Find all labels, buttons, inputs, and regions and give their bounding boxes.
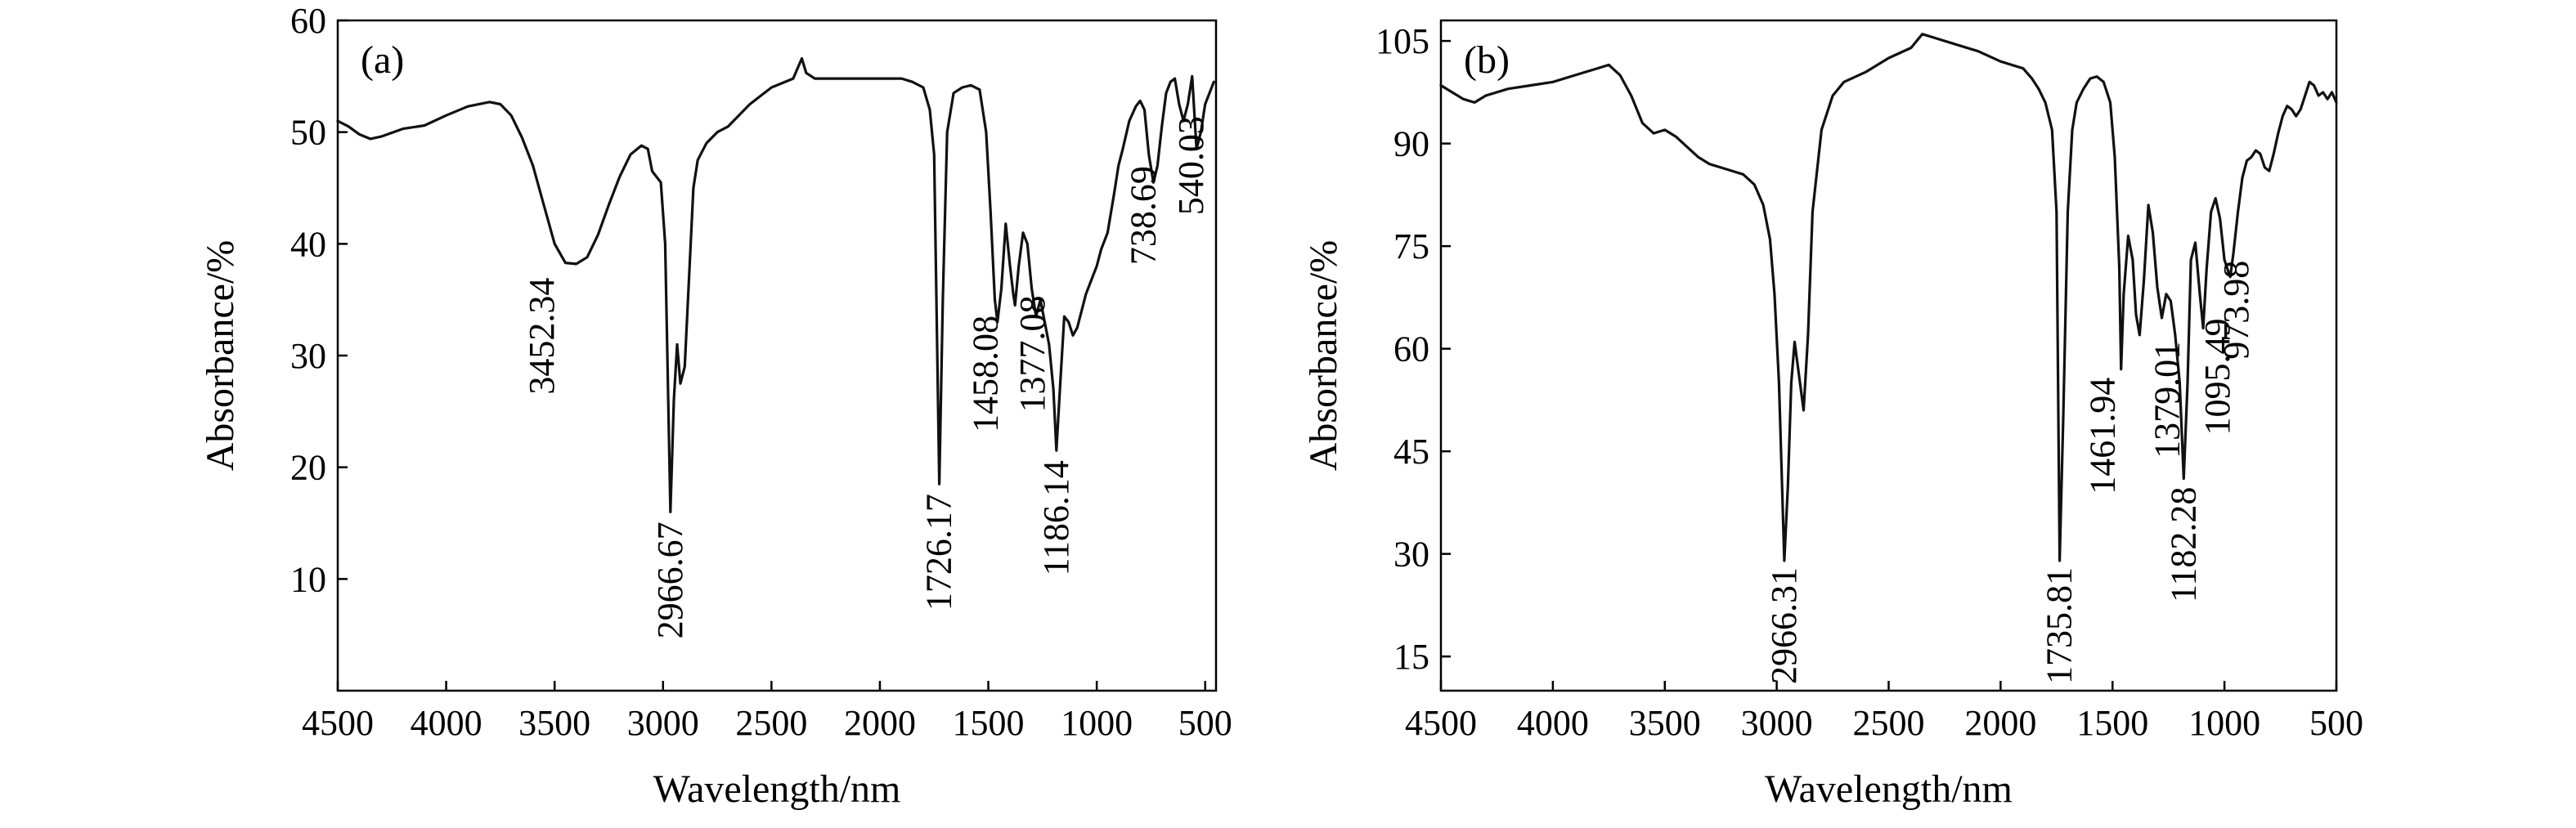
x-tick-label: 4500 xyxy=(302,703,374,743)
y-tick-label: 30 xyxy=(290,336,326,376)
x-tick-label: 3500 xyxy=(518,703,590,743)
x-tick-label: 2000 xyxy=(844,703,916,743)
peak-label: 540.03 xyxy=(1171,116,1211,215)
peak-label: 1726.17 xyxy=(919,494,959,611)
y-tick-label: 75 xyxy=(1393,226,1429,266)
peak-label: 1379.01 xyxy=(2147,342,2187,459)
x-tick-label: 3000 xyxy=(1741,703,1813,743)
x-tick-label: 4000 xyxy=(1517,703,1589,743)
peak-label: 1095.49 xyxy=(2197,319,2237,436)
chart-panel-b: 4500 4000 3500 3000 2500 2000 1500 1000 500 15 30 4… xyxy=(1302,19,2363,811)
x-tick-label: 4500 xyxy=(1405,703,1477,743)
panel-label: (b) xyxy=(1464,38,1510,82)
peak-label: 1377.08 xyxy=(1012,296,1052,413)
y-axis-label: Absorbance/% xyxy=(1302,240,1345,472)
y-tick-label: 60 xyxy=(1393,329,1429,369)
chart-panel-a: 4500 4000 3500 3000 2500 2000 1500 1000 500 10 20 3… xyxy=(199,1,1232,811)
plot-frame xyxy=(336,19,1218,692)
x-tick-label: 1500 xyxy=(2076,703,2148,743)
x-tick-label: 500 xyxy=(1178,703,1232,743)
x-tick-label: 1000 xyxy=(1061,703,1133,743)
peak-label: 1461.94 xyxy=(2083,378,2123,495)
x-tick-label: 3000 xyxy=(627,703,699,743)
y-tick-label: 60 xyxy=(290,1,326,41)
peak-label: 1186.14 xyxy=(1036,460,1076,575)
panel-label: (a) xyxy=(361,38,404,82)
peak-label: 1458.08 xyxy=(966,316,1006,432)
spectrum-line xyxy=(336,56,1215,513)
y-tick-label: 20 xyxy=(290,448,326,488)
y-axis-label: Absorbance/% xyxy=(199,240,242,472)
x-tick-label: 2000 xyxy=(1964,703,2036,743)
y-tick-label: 40 xyxy=(290,224,326,264)
y-tick-label: 15 xyxy=(1393,637,1429,677)
peak-label: 973.98 xyxy=(2216,261,2256,360)
x-tick-label: 3500 xyxy=(1629,703,1701,743)
y-tick-label: 45 xyxy=(1393,432,1429,472)
x-tick-label: 2500 xyxy=(1853,703,1925,743)
peak-label: 1735.81 xyxy=(2040,567,2080,684)
y-tick-label: 50 xyxy=(290,113,326,153)
peak-label: 3452.34 xyxy=(522,278,562,395)
x-tick-label: 500 xyxy=(2309,703,2363,743)
peak-label: 2966.31 xyxy=(1764,567,1804,684)
spectrum-line xyxy=(1439,33,2338,562)
x-tick-label: 4000 xyxy=(411,703,482,743)
x-tick-label: 1000 xyxy=(2188,703,2260,743)
y-tick-label: 105 xyxy=(1376,21,1429,61)
x-tick-label: 1500 xyxy=(953,703,1025,743)
peak-label: 2966.67 xyxy=(650,521,690,638)
x-axis-label: Wavelength/nm xyxy=(1765,768,2013,811)
y-tick-label: 90 xyxy=(1393,124,1429,164)
x-tick-label: 2500 xyxy=(735,703,807,743)
peak-label: 738.69 xyxy=(1123,166,1163,265)
y-tick-label: 10 xyxy=(290,559,326,599)
peak-label: 1182.28 xyxy=(2163,487,2203,602)
x-axis-label: Wavelength/nm xyxy=(653,768,901,811)
y-tick-label: 30 xyxy=(1393,535,1429,575)
